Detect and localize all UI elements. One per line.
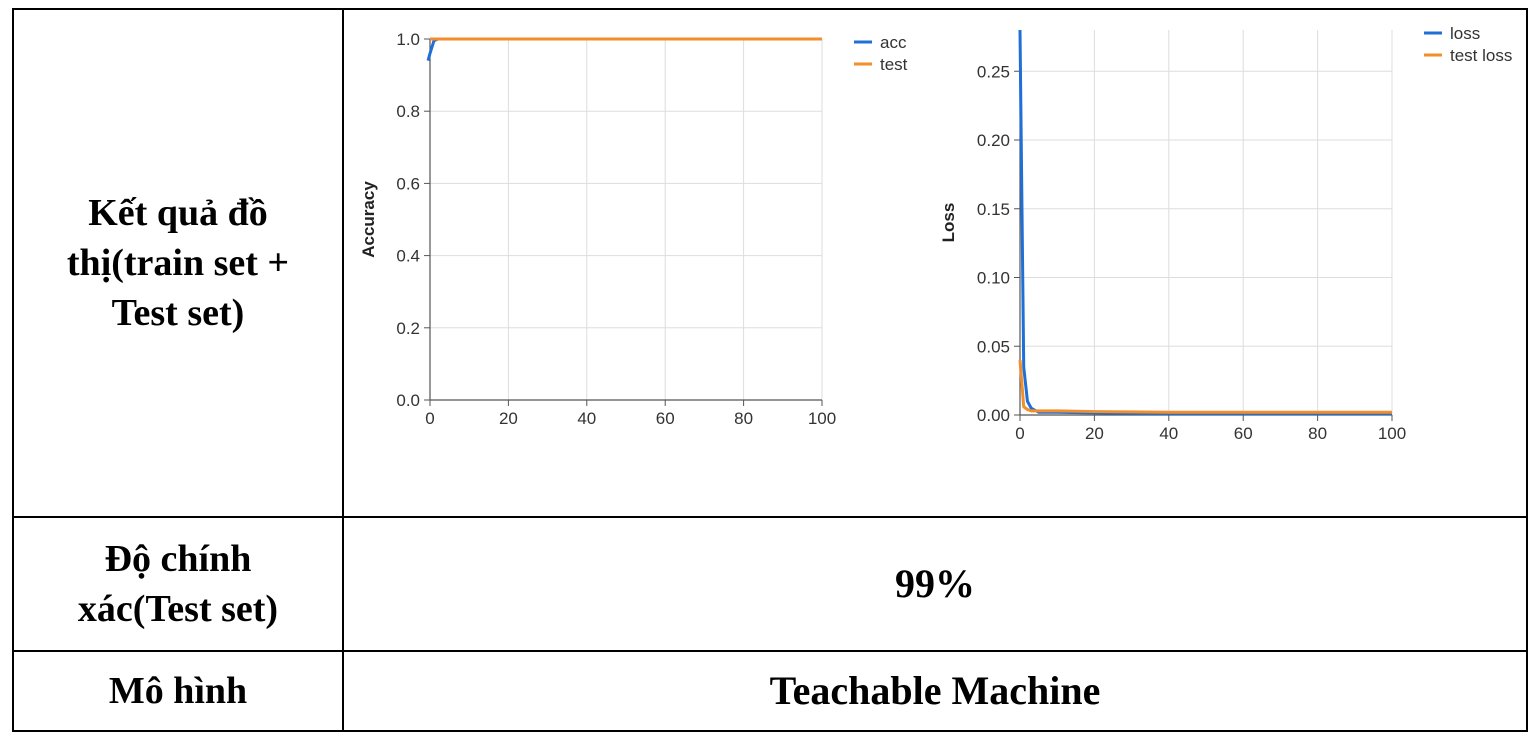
acc-ytick-label: 0.4 xyxy=(396,247,420,266)
loss-ytick-label: 0.10 xyxy=(977,269,1010,288)
loss-ytick-label: 0.00 xyxy=(977,406,1010,425)
acc-ytick-label: 0.8 xyxy=(396,102,420,121)
table-row-chart: Kết quả đồ thị(train set + Test set) 0 20… xyxy=(12,8,1528,518)
acc-series-acc xyxy=(426,37,822,62)
loss-legend-label: loss xyxy=(1450,24,1480,43)
table-row-accuracy: Độ chính xác(Test set) 99% xyxy=(12,515,1528,652)
row-label-accuracy-text: Độ chính xác(Test set) xyxy=(77,537,279,630)
acc-ytick-label: 0.0 xyxy=(396,391,420,410)
acc-xtick-label: 20 xyxy=(499,409,518,428)
loss-series-loss xyxy=(1018,29,1392,416)
acc-chart: 0 20 40 60 80 100 0.0 0.2 0.4 0.6 0.8 1.0 Accuracy ac… xyxy=(359,30,908,428)
row-label-model-text: Mô hình xyxy=(108,669,248,712)
acc-ylabel: Accuracy xyxy=(359,181,378,258)
row-label-model: Mô hình xyxy=(12,649,344,733)
loss-chart: 0 20 40 60 80 100 0.00 0.05 0.10 0.15 0.20 0.25 Loss… xyxy=(939,24,1512,443)
acc-ytick-label: 1.0 xyxy=(396,30,420,49)
acc-ytick-label: 0.2 xyxy=(396,319,420,338)
acc-ytick-label: 0.6 xyxy=(396,174,420,193)
loss-legend-label: test loss xyxy=(1450,46,1512,65)
loss-xtick-label: 100 xyxy=(1378,424,1406,443)
loss-ytick-label: 0.05 xyxy=(977,337,1010,356)
results-table: Kết quả đồ thị(train set + Test set) 0 20… xyxy=(12,8,1528,733)
loss-xtick-label: 0 xyxy=(1015,424,1024,443)
charts-figure: 0 20 40 60 80 100 0.0 0.2 0.4 0.6 0.8 1.0 Accuracy ac… xyxy=(359,24,1512,443)
loss-ytick-label: 0.20 xyxy=(977,131,1010,150)
row-label-accuracy: Độ chính xác(Test set) xyxy=(12,515,344,652)
loss-xtick-label: 20 xyxy=(1085,424,1104,443)
acc-legend-label: test xyxy=(880,55,908,74)
loss-xtick-label: 60 xyxy=(1234,424,1253,443)
loss-xtick-label: 80 xyxy=(1308,424,1327,443)
loss-ytick-label: 0.15 xyxy=(977,200,1010,219)
acc-legend-label: acc xyxy=(880,33,907,52)
acc-xtick-label: 80 xyxy=(734,409,753,428)
row-label-charts: Kết quả đồ thị(train set + Test set) xyxy=(12,8,344,518)
model-value: Teachable Machine xyxy=(342,649,1528,733)
acc-xtick-label: 100 xyxy=(808,409,836,428)
loss-ytick-label: 0.25 xyxy=(977,62,1010,81)
loss-series-test-loss xyxy=(1018,359,1392,414)
acc-xtick-label: 40 xyxy=(577,409,596,428)
loss-ylabel: Loss xyxy=(939,203,958,243)
row-label-charts-text: Kết quả đồ thị(train set + Test set) xyxy=(66,191,290,334)
acc-xtick-label: 0 xyxy=(425,409,434,428)
charts-cell: 0 20 40 60 80 100 0.0 0.2 0.4 0.6 0.8 1.0 Accuracy ac… xyxy=(342,8,1528,518)
accuracy-value: 99% xyxy=(342,515,1528,652)
table-row-model: Mô hình Teachable Machine xyxy=(12,649,1528,733)
acc-xtick-label: 60 xyxy=(656,409,675,428)
loss-xtick-label: 40 xyxy=(1159,424,1178,443)
